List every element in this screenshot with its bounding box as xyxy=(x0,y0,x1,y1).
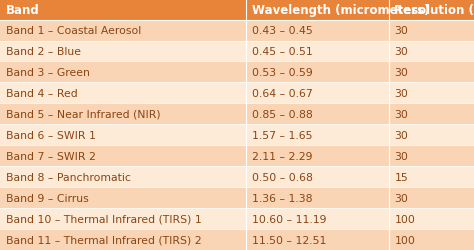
Text: 1.57 – 1.65: 1.57 – 1.65 xyxy=(252,130,313,140)
Bar xyxy=(0,62,474,83)
Bar xyxy=(0,0,474,20)
Text: 0.64 – 0.67: 0.64 – 0.67 xyxy=(252,88,313,99)
Bar xyxy=(0,188,474,208)
Text: 30: 30 xyxy=(394,26,408,36)
Text: Band 4 – Red: Band 4 – Red xyxy=(6,88,77,99)
Text: 30: 30 xyxy=(394,68,408,78)
Bar xyxy=(0,208,474,229)
Text: Band 11 – Thermal Infrared (TIRS) 2: Band 11 – Thermal Infrared (TIRS) 2 xyxy=(6,234,201,244)
Text: Band 9 – Cirrus: Band 9 – Cirrus xyxy=(6,193,89,203)
Text: Band 5 – Near Infrared (NIR): Band 5 – Near Infrared (NIR) xyxy=(6,110,160,119)
Text: Band 2 – Blue: Band 2 – Blue xyxy=(6,47,81,57)
Text: 30: 30 xyxy=(394,47,408,57)
Text: 0.50 – 0.68: 0.50 – 0.68 xyxy=(252,172,313,182)
Text: 30: 30 xyxy=(394,110,408,119)
Text: 100: 100 xyxy=(394,214,415,224)
Text: Band 7 – SWIR 2: Band 7 – SWIR 2 xyxy=(6,151,96,161)
Text: 0.85 – 0.88: 0.85 – 0.88 xyxy=(252,110,313,119)
Text: 11.50 – 12.51: 11.50 – 12.51 xyxy=(252,234,327,244)
Text: 0.45 – 0.51: 0.45 – 0.51 xyxy=(252,47,313,57)
Bar xyxy=(0,20,474,41)
Text: Resolution (meters): Resolution (meters) xyxy=(394,4,474,17)
Bar xyxy=(0,125,474,146)
Bar xyxy=(0,104,474,125)
Text: Band 8 – Panchromatic: Band 8 – Panchromatic xyxy=(6,172,130,182)
Text: 0.43 – 0.45: 0.43 – 0.45 xyxy=(252,26,313,36)
Text: 30: 30 xyxy=(394,151,408,161)
Text: Wavelength (micrometers): Wavelength (micrometers) xyxy=(252,4,429,17)
Bar xyxy=(0,229,474,250)
Text: 1.36 – 1.38: 1.36 – 1.38 xyxy=(252,193,313,203)
Text: 15: 15 xyxy=(394,172,408,182)
Text: 30: 30 xyxy=(394,88,408,99)
Text: 10.60 – 11.19: 10.60 – 11.19 xyxy=(252,214,327,224)
Text: 100: 100 xyxy=(394,234,415,244)
Text: Band 6 – SWIR 1: Band 6 – SWIR 1 xyxy=(6,130,96,140)
Bar xyxy=(0,41,474,62)
Text: 0.53 – 0.59: 0.53 – 0.59 xyxy=(252,68,313,78)
Text: Band 3 – Green: Band 3 – Green xyxy=(6,68,90,78)
Text: 30: 30 xyxy=(394,193,408,203)
Text: 30: 30 xyxy=(394,130,408,140)
Text: 2.11 – 2.29: 2.11 – 2.29 xyxy=(252,151,313,161)
Text: Band: Band xyxy=(6,4,39,17)
Bar xyxy=(0,83,474,104)
Bar xyxy=(0,166,474,188)
Bar xyxy=(0,146,474,167)
Text: Band 10 – Thermal Infrared (TIRS) 1: Band 10 – Thermal Infrared (TIRS) 1 xyxy=(6,214,201,224)
Text: Band 1 – Coastal Aerosol: Band 1 – Coastal Aerosol xyxy=(6,26,141,36)
